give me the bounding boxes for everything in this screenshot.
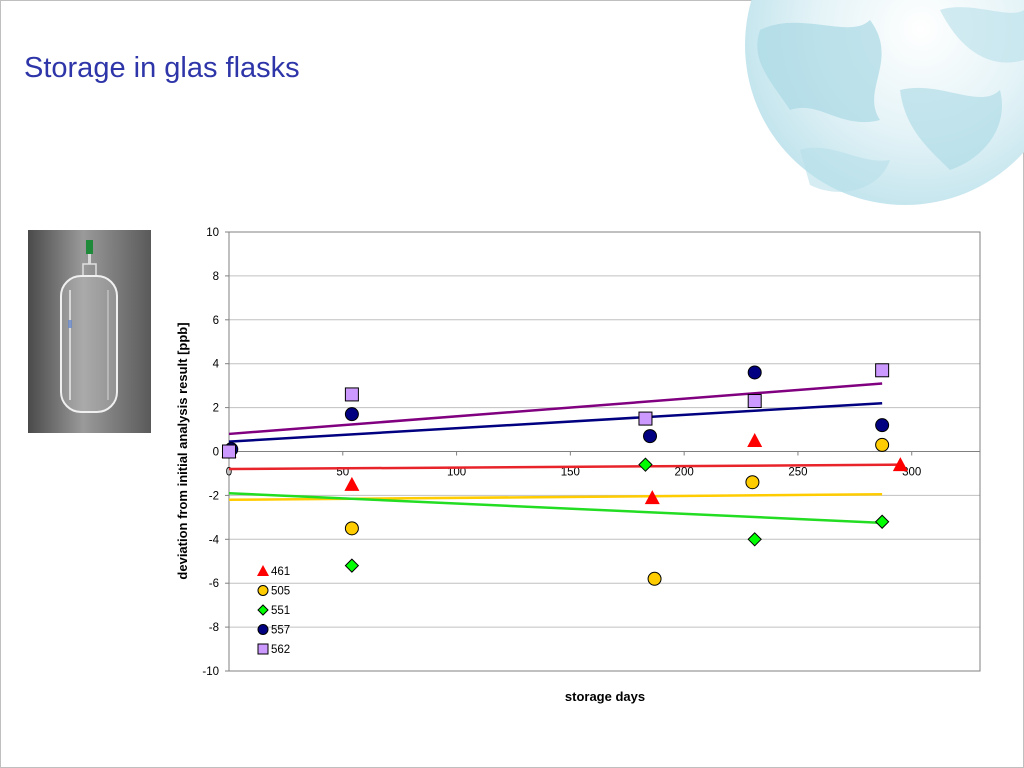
y-tick-label: -6 xyxy=(209,578,219,590)
x-tick-label: 150 xyxy=(561,467,580,479)
trendlines xyxy=(228,382,901,525)
x-tick-label: 200 xyxy=(675,467,694,479)
legend-marker-551 xyxy=(257,604,269,616)
y-tick-label: -10 xyxy=(202,666,219,678)
y-tick-label: 10 xyxy=(206,227,219,239)
y-tick-label: -8 xyxy=(209,622,219,634)
legend-label-505: 505 xyxy=(271,586,290,598)
trendline-461 xyxy=(228,463,901,471)
y-tick-label: 8 xyxy=(213,271,219,283)
data-point-551 xyxy=(638,457,653,472)
data-point-562 xyxy=(222,444,236,459)
data-point-461 xyxy=(644,490,660,505)
legend-marker-557 xyxy=(257,624,269,635)
legend: 461 505 551 557 562 xyxy=(257,565,290,656)
y-tick-label: -2 xyxy=(209,490,219,502)
y-axis-title: deviation from initial analysis result [… xyxy=(175,322,190,579)
data-point-505 xyxy=(344,521,359,536)
data-point-562 xyxy=(747,394,762,409)
legend-marker-505 xyxy=(257,585,269,596)
legend-label-461: 461 xyxy=(271,566,290,578)
data-point-461 xyxy=(892,457,908,472)
y-tick-label: -4 xyxy=(209,534,220,546)
data-point-557 xyxy=(344,407,359,422)
legend-label-562: 562 xyxy=(271,644,290,656)
y-tick-label: 6 xyxy=(213,315,219,327)
data-point-557 xyxy=(643,429,658,444)
data-point-557 xyxy=(747,365,762,380)
legend-label-551: 551 xyxy=(271,605,290,617)
trendline-562 xyxy=(228,382,883,436)
data-point-557 xyxy=(875,418,890,433)
y-tick-label: 2 xyxy=(213,403,219,415)
data-point-562 xyxy=(875,363,890,378)
x-tick-label: 0 xyxy=(226,467,232,479)
legend-marker-562 xyxy=(257,643,269,655)
legend-label-557: 557 xyxy=(271,625,290,637)
x-tick-label: 250 xyxy=(788,467,807,479)
data-point-505 xyxy=(875,437,890,452)
data-point-461 xyxy=(747,433,763,448)
trendline-551 xyxy=(228,491,883,525)
data-point-505 xyxy=(647,571,662,586)
y-tick-label: 0 xyxy=(213,447,219,459)
trendline-557 xyxy=(228,401,883,443)
data-point-551 xyxy=(747,532,762,547)
data-point-461 xyxy=(344,476,360,491)
x-axis-title: storage days xyxy=(565,689,645,704)
glass-flask-photo xyxy=(28,230,151,433)
data-point-551 xyxy=(874,514,890,529)
data-point-562 xyxy=(638,411,653,426)
data-points xyxy=(221,363,908,586)
data-point-562 xyxy=(344,387,359,402)
y-tick-label: 4 xyxy=(213,359,220,371)
x-tick-label: 100 xyxy=(447,467,466,479)
data-point-505 xyxy=(745,475,760,490)
legend-marker-461 xyxy=(257,565,269,576)
data-point-551 xyxy=(344,558,360,573)
slide-title: Storage in glas flasks xyxy=(24,52,300,84)
